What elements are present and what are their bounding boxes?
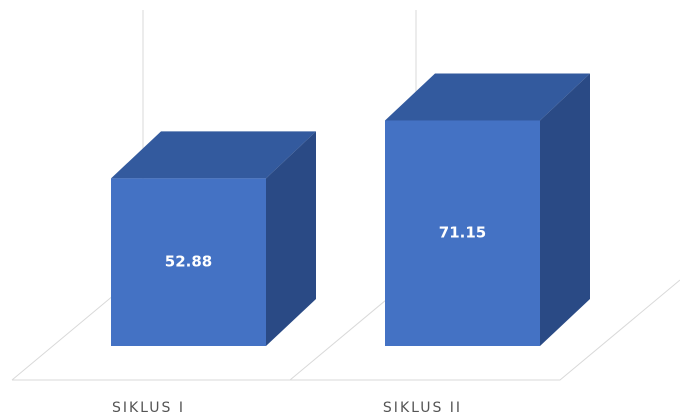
bar-side [540,73,590,346]
floor-edge [12,279,680,381]
data-label: 52.88 [165,253,212,271]
x-tick-label: SIKLUS I [112,400,185,416]
bar [111,178,266,346]
floor-edge [11,289,121,381]
x-tick-label: SIKLUS II [383,400,462,416]
bar-side [266,131,316,346]
bar [385,120,540,346]
bar-top [111,131,316,179]
floor-divider [289,289,399,381]
bar-top [385,73,590,121]
data-label: 71.15 [439,224,486,242]
